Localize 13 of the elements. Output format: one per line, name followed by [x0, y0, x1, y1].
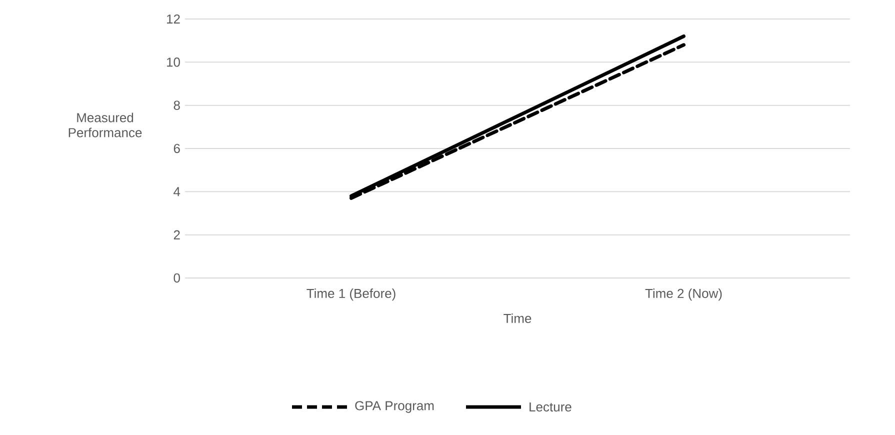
y-tick-label: 2 — [174, 230, 180, 240]
y-tick-label: 12 — [167, 14, 180, 24]
x-tick-label: Time 1 (Before) — [306, 288, 396, 301]
y-tick-label: 6 — [174, 144, 180, 154]
x-axis-title: Time — [504, 313, 532, 324]
y-tick-label: 4 — [174, 187, 180, 196]
x-tick-label: Time 2 (Now) — [645, 288, 722, 301]
y-tick-label: 0 — [174, 273, 180, 283]
legend-label: Lecture — [530, 402, 572, 412]
legend-label: GPA Program — [355, 401, 434, 413]
y-tick-label: 10 — [167, 58, 180, 67]
y-tick-label: 8 — [174, 100, 180, 110]
y-axis-title: Measured Performance — [68, 112, 142, 138]
